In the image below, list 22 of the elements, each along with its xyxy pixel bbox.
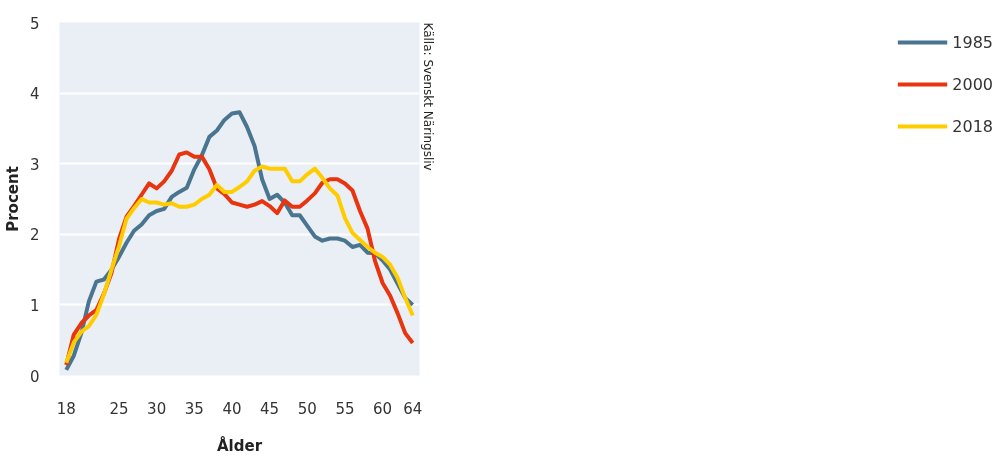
x-tick-label: 50	[297, 399, 317, 418]
legend-label: 2000	[952, 74, 993, 94]
y-tick-label: 1	[29, 296, 40, 315]
x-axis-title: Ålder	[216, 435, 263, 455]
x-tick-label: 18	[56, 399, 76, 418]
y-tick-label: 5	[29, 14, 40, 33]
x-tick-label: 60	[373, 399, 393, 418]
x-tick-label: 40	[222, 399, 242, 418]
y-tick-label: 2	[29, 226, 40, 245]
x-tick-label: 35	[184, 399, 204, 418]
y-tick-label: 3	[29, 155, 40, 174]
x-tick-label: 25	[109, 399, 129, 418]
y-axis-title: Procent	[3, 166, 22, 232]
y-tick-label: 0	[29, 367, 40, 386]
legend-label: 1985	[952, 32, 993, 52]
x-tick-label: 64	[403, 399, 423, 418]
x-tick-label: 45	[260, 399, 280, 418]
text: Källa: Svenskt Näringsliv	[420, 22, 435, 171]
y-tick-label: 4	[29, 85, 40, 104]
x-tick-label: 30	[147, 399, 167, 418]
x-tick-label: 55	[335, 399, 355, 418]
legend-label: 2018	[952, 116, 993, 136]
